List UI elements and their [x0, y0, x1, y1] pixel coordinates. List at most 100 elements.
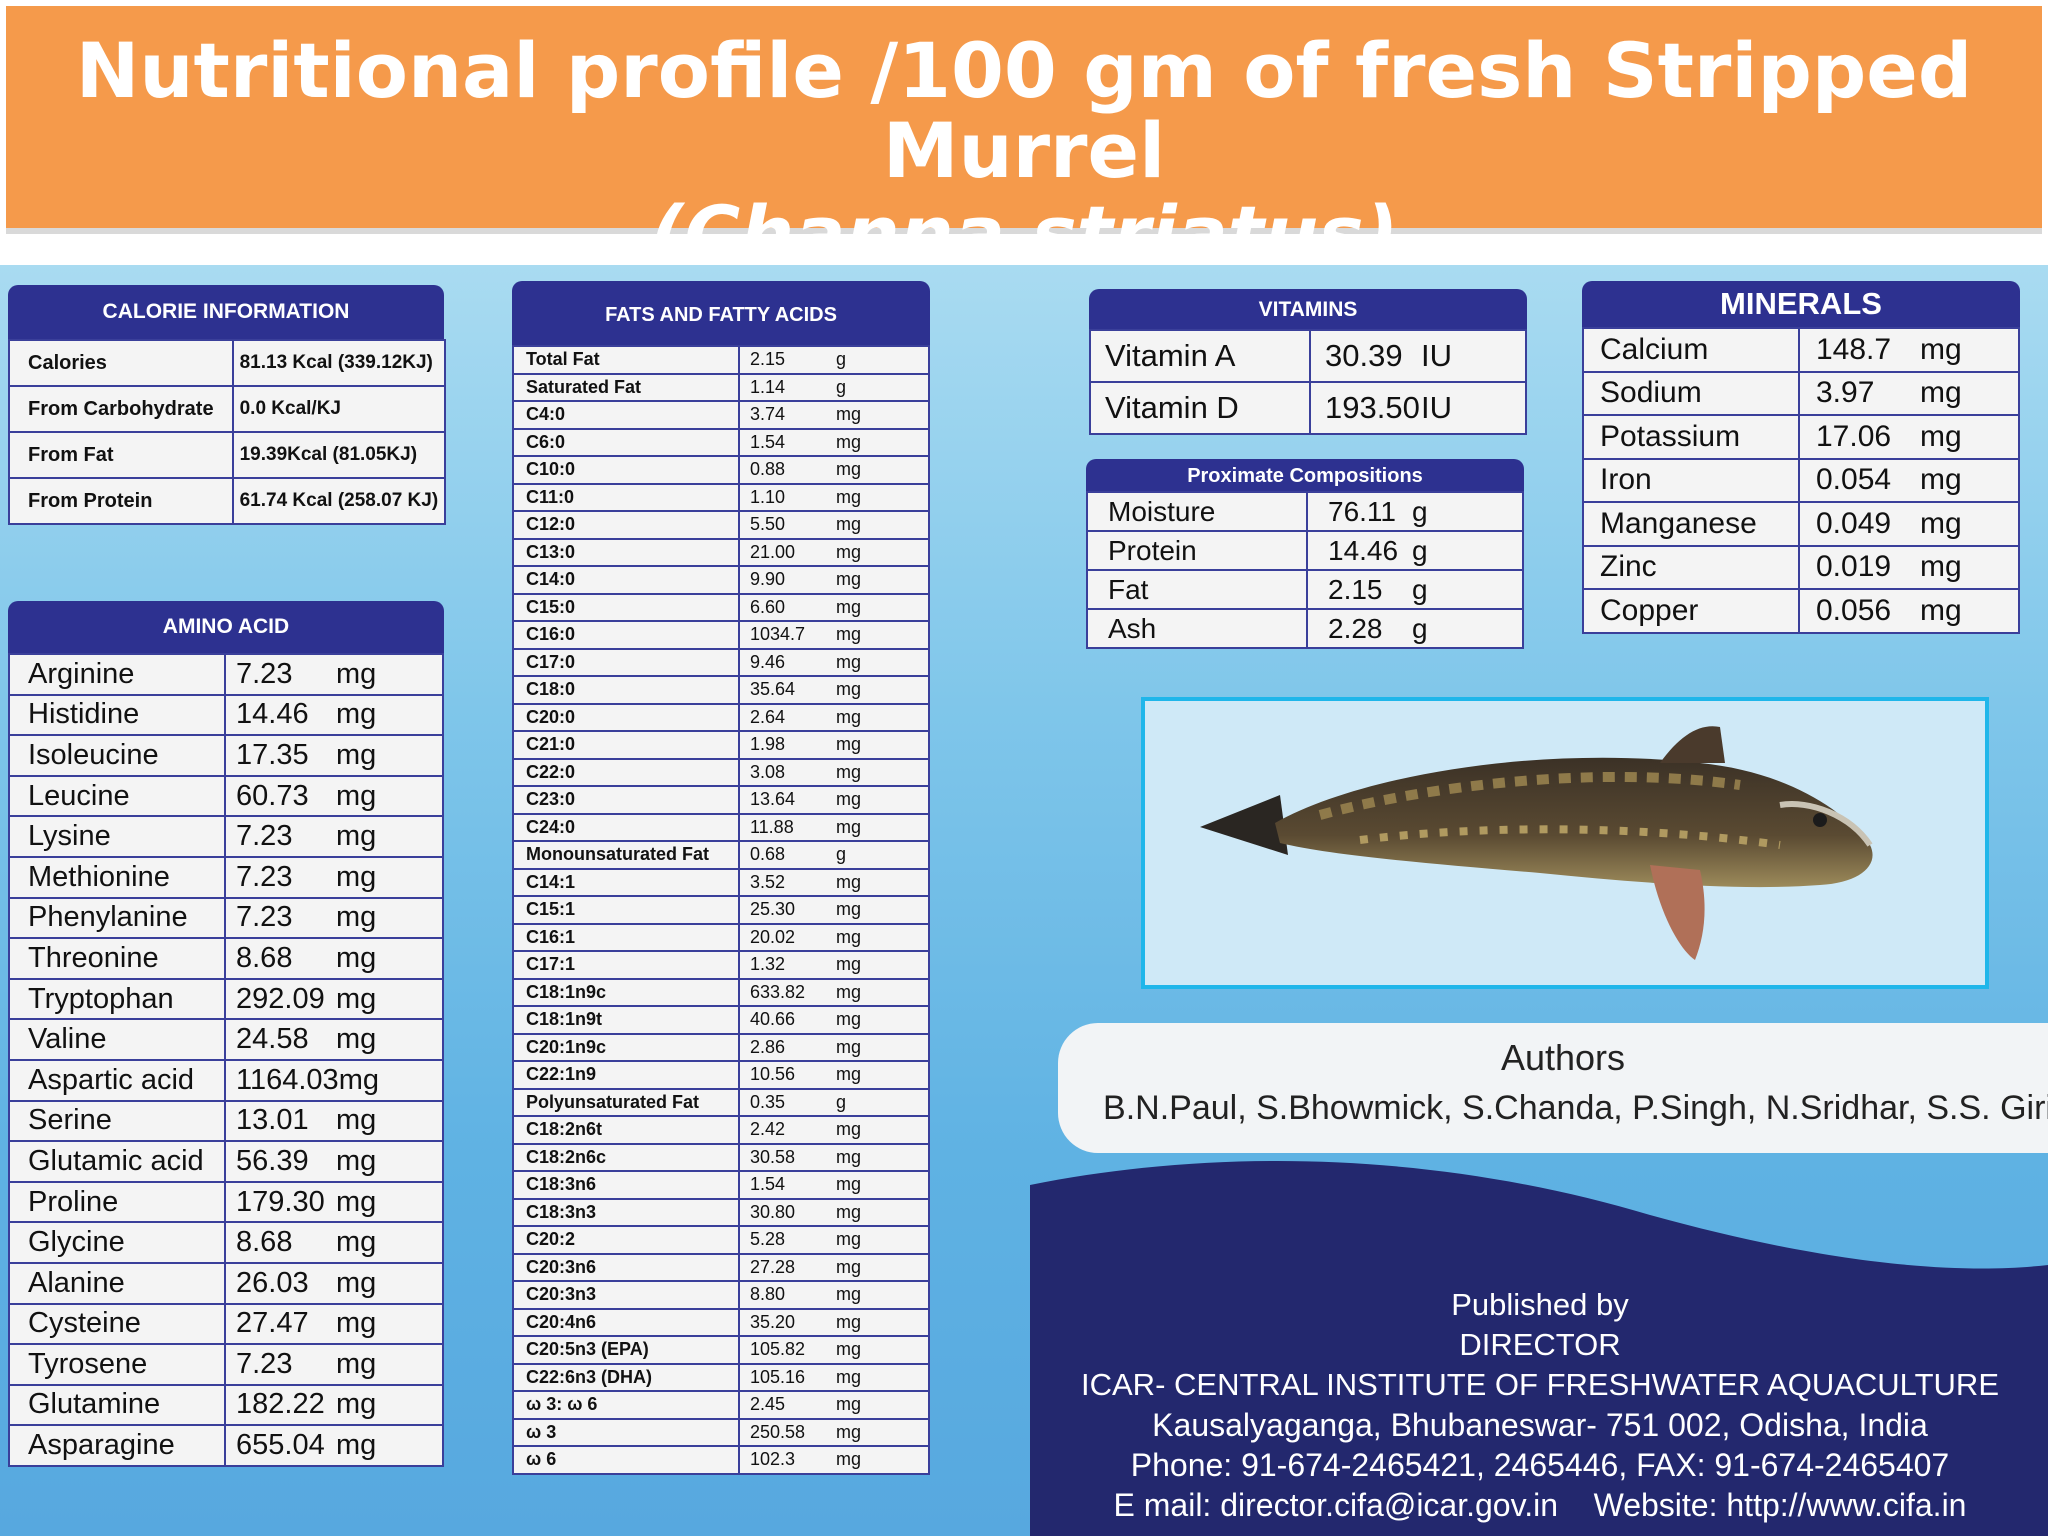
fats-unit: g — [836, 349, 847, 370]
minerals-label: Copper — [1582, 588, 1800, 634]
fish-photo — [1200, 726, 1873, 960]
fats-value: 8.80 — [750, 1284, 786, 1305]
fats-label: C20:1n9c — [512, 1032, 740, 1062]
fats-value-cell: 1.14 g — [738, 372, 930, 402]
amino-value-cell: 8.68 mg — [224, 1221, 444, 1264]
fats-label: C6:0 — [512, 427, 740, 457]
fats-label: C18:3n3 — [512, 1197, 740, 1227]
fats-row: C22:1n9 10.56 mg — [512, 1060, 930, 1090]
proximate-table: Moisture 76.11 g Protein 14.46 g Fat 2.15 g Ash 2.… — [1086, 491, 1524, 649]
proximate-row: Fat 2.15 g — [1086, 569, 1524, 610]
fats-unit: mg — [836, 569, 862, 590]
minerals-unit: mg — [1920, 419, 1962, 453]
proximate-unit: g — [1412, 495, 1428, 527]
fats-value: 0.35 — [750, 1091, 786, 1112]
amino-value-cell: 17.35 mg — [224, 734, 444, 777]
fats-value: 250.58 — [750, 1421, 806, 1442]
fats-value-cell: 5.28 mg — [738, 1225, 930, 1255]
fats-value: 105.16 — [750, 1366, 806, 1387]
proximate-unit: g — [1412, 612, 1428, 644]
fats-value: 2.15 — [750, 349, 786, 370]
fats-label: C4:0 — [512, 400, 740, 430]
amino-value-cell: 7.23 mg — [224, 855, 444, 899]
fats-value: 21.00 — [750, 541, 796, 562]
proximate-row: Ash 2.28 g — [1086, 608, 1524, 649]
amino-table: Arginine 7.23 mg Histidine 14.46 mg Isoleucine… — [8, 653, 444, 1467]
minerals-row: Zinc 0.019 mg — [1582, 544, 2020, 590]
fats-value: 0.68 — [750, 844, 786, 865]
amino-unit: mg — [336, 982, 377, 1015]
amino-row: Cysteine 27.47 mg — [8, 1302, 444, 1346]
amino-value: 27.47 — [236, 1307, 309, 1340]
calorie-value-cell: 81.13 Kcal (339.12KJ) — [231, 339, 447, 387]
fats-unit: mg — [836, 596, 862, 617]
fats-value: 25.30 — [750, 899, 796, 920]
fats-heading: FATS AND FATTY ACIDS — [512, 281, 930, 345]
amino-value: 14.46 — [236, 698, 309, 731]
fats-label: C22:1n9 — [512, 1060, 740, 1090]
fats-value: 27.28 — [750, 1256, 796, 1277]
page-subtitle: (Channa striatus) — [649, 189, 1399, 278]
fats-row: C23:0 13.64 mg — [512, 785, 930, 815]
fats-label: C22:0 — [512, 757, 740, 787]
amino-row: Serine 13.01 mg — [8, 1099, 444, 1143]
fats-value: 1.32 — [750, 954, 786, 975]
amino-label: Asparagine — [8, 1424, 226, 1467]
fats-row: C6:0 1.54 mg — [512, 427, 930, 457]
amino-label: Tyrosene — [8, 1343, 226, 1386]
published-by: Published by — [1451, 1287, 1629, 1322]
amino-label: Histidine — [8, 693, 226, 737]
amino-value: 8.68 — [236, 941, 293, 974]
amino-value-cell: 60.73 mg — [224, 774, 444, 818]
calorie-label: Calories — [8, 339, 234, 387]
fats-value: 30.80 — [750, 1201, 796, 1222]
fats-unit: mg — [836, 404, 862, 425]
fats-label: C22:6n3 (DHA) — [512, 1362, 740, 1392]
proximate-value-cell: 2.28 g — [1306, 608, 1524, 649]
publisher-wave — [1030, 1161, 2048, 1536]
amino-panel: AMINO ACID Arginine 7.23 mg Histidine 14.46 m… — [8, 601, 444, 1467]
fats-value: 2.64 — [750, 706, 786, 727]
fats-value: 3.52 — [750, 871, 786, 892]
proximate-label: Moisture — [1086, 491, 1308, 532]
amino-unit: mg — [336, 1226, 377, 1259]
fats-value: 13.64 — [750, 789, 796, 810]
minerals-label: Iron — [1582, 457, 1800, 503]
fats-row: Saturated Fat 1.14 g — [512, 372, 930, 402]
fats-value-cell: 21.00 mg — [738, 537, 930, 567]
fats-value: 2.45 — [750, 1394, 786, 1415]
fats-row: C14:0 9.90 mg — [512, 565, 930, 595]
amino-unit: mg — [336, 1429, 377, 1462]
fats-value-cell: 3.08 mg — [738, 757, 930, 787]
fats-value-cell: 30.58 mg — [738, 1142, 930, 1172]
amino-value: 7.23 — [236, 820, 293, 853]
amino-unit: mg — [336, 1388, 377, 1421]
amino-label: Phenylanine — [8, 896, 226, 940]
fats-unit: mg — [836, 1064, 862, 1085]
fats-row: C18:1n9t 40.66 mg — [512, 1005, 930, 1035]
proximate-unit: g — [1412, 534, 1428, 566]
proximate-value: 2.28 — [1328, 612, 1383, 644]
fats-row: C20:0 2.64 mg — [512, 702, 930, 732]
amino-value-cell: 56.39 mg — [224, 1140, 444, 1183]
vitamins-row: Vitamin A 30.39 IU — [1089, 329, 1527, 383]
amino-row: Phenylanine 7.23 mg — [8, 896, 444, 940]
fats-label: Monounsaturated Fat — [512, 840, 740, 870]
calorie-label: From Fat — [8, 431, 234, 479]
vitamins-panel: VITAMINS Vitamin A 30.39 IU Vitamin D 193.50… — [1089, 289, 1527, 435]
amino-unit: mg — [336, 657, 377, 690]
minerals-panel: MINERALS Calcium 148.7 mg Sodium 3.97 mg Potas… — [1582, 281, 2020, 634]
fats-value-cell: 25.30 mg — [738, 895, 930, 925]
minerals-row: Manganese 0.049 mg — [1582, 501, 2020, 547]
minerals-label: Zinc — [1582, 544, 1800, 590]
publisher-institute: ICAR- CENTRAL INSTITUTE OF FRESHWATER AQ… — [1081, 1367, 1999, 1402]
fats-unit: mg — [836, 1311, 862, 1332]
fats-unit: g — [836, 1091, 847, 1112]
proximate-heading: Proximate Compositions — [1086, 459, 1524, 491]
fats-label: ω 6 — [512, 1445, 740, 1475]
minerals-unit: mg — [1920, 332, 1962, 366]
authors-names: B.N.Paul, S.Bhowmick, S.Chanda, P.Singh,… — [1103, 1089, 2048, 1127]
fats-unit: mg — [836, 1119, 862, 1140]
fats-label: C16:1 — [512, 922, 740, 952]
fats-label: C18:0 — [512, 675, 740, 705]
